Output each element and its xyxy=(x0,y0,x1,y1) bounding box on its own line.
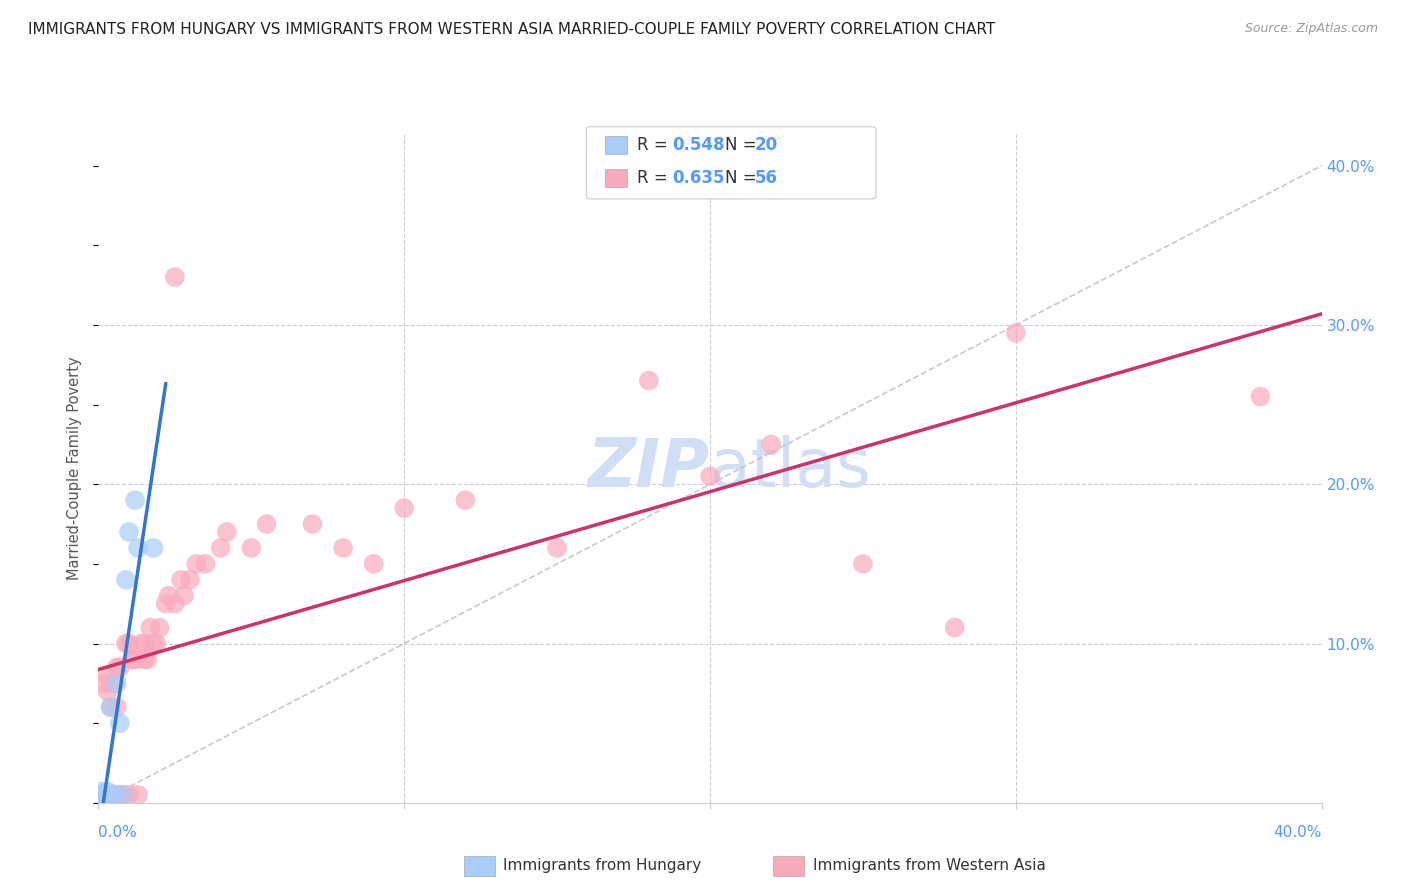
Text: 0.0%: 0.0% xyxy=(98,825,138,840)
Point xyxy=(546,541,568,555)
Point xyxy=(103,788,125,802)
Point xyxy=(256,517,278,532)
Point xyxy=(105,676,128,690)
Text: N =: N = xyxy=(725,169,762,187)
Point xyxy=(637,374,661,388)
Point xyxy=(111,788,134,802)
Point xyxy=(118,636,141,650)
Text: ZIP: ZIP xyxy=(588,435,710,501)
Point xyxy=(100,788,122,802)
Point xyxy=(105,700,128,714)
Point xyxy=(100,700,122,714)
Point xyxy=(134,652,156,666)
Point xyxy=(170,573,193,587)
Point xyxy=(105,660,128,674)
Point xyxy=(97,791,120,805)
Point xyxy=(97,684,120,698)
Point xyxy=(392,501,416,516)
Text: R =: R = xyxy=(637,136,673,154)
Point xyxy=(97,785,120,799)
Point xyxy=(301,517,323,532)
Point xyxy=(115,636,138,650)
Point xyxy=(943,621,966,635)
Text: N =: N = xyxy=(725,136,762,154)
Point xyxy=(139,621,162,635)
Text: 20: 20 xyxy=(755,136,778,154)
Point xyxy=(852,557,875,571)
Point xyxy=(163,597,186,611)
Text: Source: ZipAtlas.com: Source: ZipAtlas.com xyxy=(1244,22,1378,36)
Point xyxy=(699,469,721,483)
Point xyxy=(111,788,134,802)
Point xyxy=(142,636,165,650)
Point xyxy=(93,786,115,800)
Point xyxy=(127,788,149,802)
Point xyxy=(215,524,238,539)
Point xyxy=(118,788,141,802)
Point xyxy=(127,541,149,555)
Point xyxy=(759,437,782,451)
Point xyxy=(121,652,143,666)
Point xyxy=(155,597,177,611)
Point xyxy=(103,676,125,690)
Point xyxy=(124,493,146,508)
Point xyxy=(186,557,208,571)
Text: 56: 56 xyxy=(755,169,778,187)
Point xyxy=(90,796,112,810)
Point xyxy=(142,541,165,555)
Point xyxy=(108,716,131,731)
Point xyxy=(173,589,195,603)
Point xyxy=(105,788,128,802)
Text: atlas: atlas xyxy=(710,435,870,501)
Point xyxy=(163,270,186,285)
Point xyxy=(134,636,156,650)
Point xyxy=(454,493,477,508)
Text: 0.635: 0.635 xyxy=(672,169,724,187)
Point xyxy=(100,788,122,802)
Text: Immigrants from Hungary: Immigrants from Hungary xyxy=(503,858,702,872)
Point xyxy=(124,652,146,666)
Point xyxy=(97,788,120,802)
Point xyxy=(93,676,115,690)
Point xyxy=(97,668,120,682)
Text: IMMIGRANTS FROM HUNGARY VS IMMIGRANTS FROM WESTERN ASIA MARRIED-COUPLE FAMILY PO: IMMIGRANTS FROM HUNGARY VS IMMIGRANTS FR… xyxy=(28,22,995,37)
Point xyxy=(103,788,125,802)
Point xyxy=(145,636,167,650)
Point xyxy=(209,541,232,555)
Point xyxy=(363,557,385,571)
Point xyxy=(194,557,217,571)
Point xyxy=(1249,390,1271,404)
Point xyxy=(240,541,263,555)
Point xyxy=(332,541,354,555)
Point xyxy=(93,788,115,802)
Text: 40.0%: 40.0% xyxy=(1274,825,1322,840)
Point xyxy=(90,788,112,802)
Y-axis label: Married-Couple Family Poverty: Married-Couple Family Poverty xyxy=(67,357,83,580)
Point xyxy=(108,788,131,802)
Point xyxy=(93,791,115,805)
Point xyxy=(118,524,141,539)
Text: Immigrants from Western Asia: Immigrants from Western Asia xyxy=(813,858,1046,872)
Text: 0.548: 0.548 xyxy=(672,136,724,154)
Point xyxy=(129,636,152,650)
Point xyxy=(108,660,131,674)
Point xyxy=(97,788,120,802)
Point xyxy=(115,573,138,587)
Point xyxy=(1004,326,1026,340)
Point xyxy=(90,785,112,799)
Point xyxy=(93,788,115,802)
Point xyxy=(136,652,159,666)
Point xyxy=(149,621,172,635)
Point xyxy=(90,788,112,802)
Point xyxy=(157,589,180,603)
Point xyxy=(100,700,122,714)
Point xyxy=(179,573,201,587)
Text: R =: R = xyxy=(637,169,673,187)
